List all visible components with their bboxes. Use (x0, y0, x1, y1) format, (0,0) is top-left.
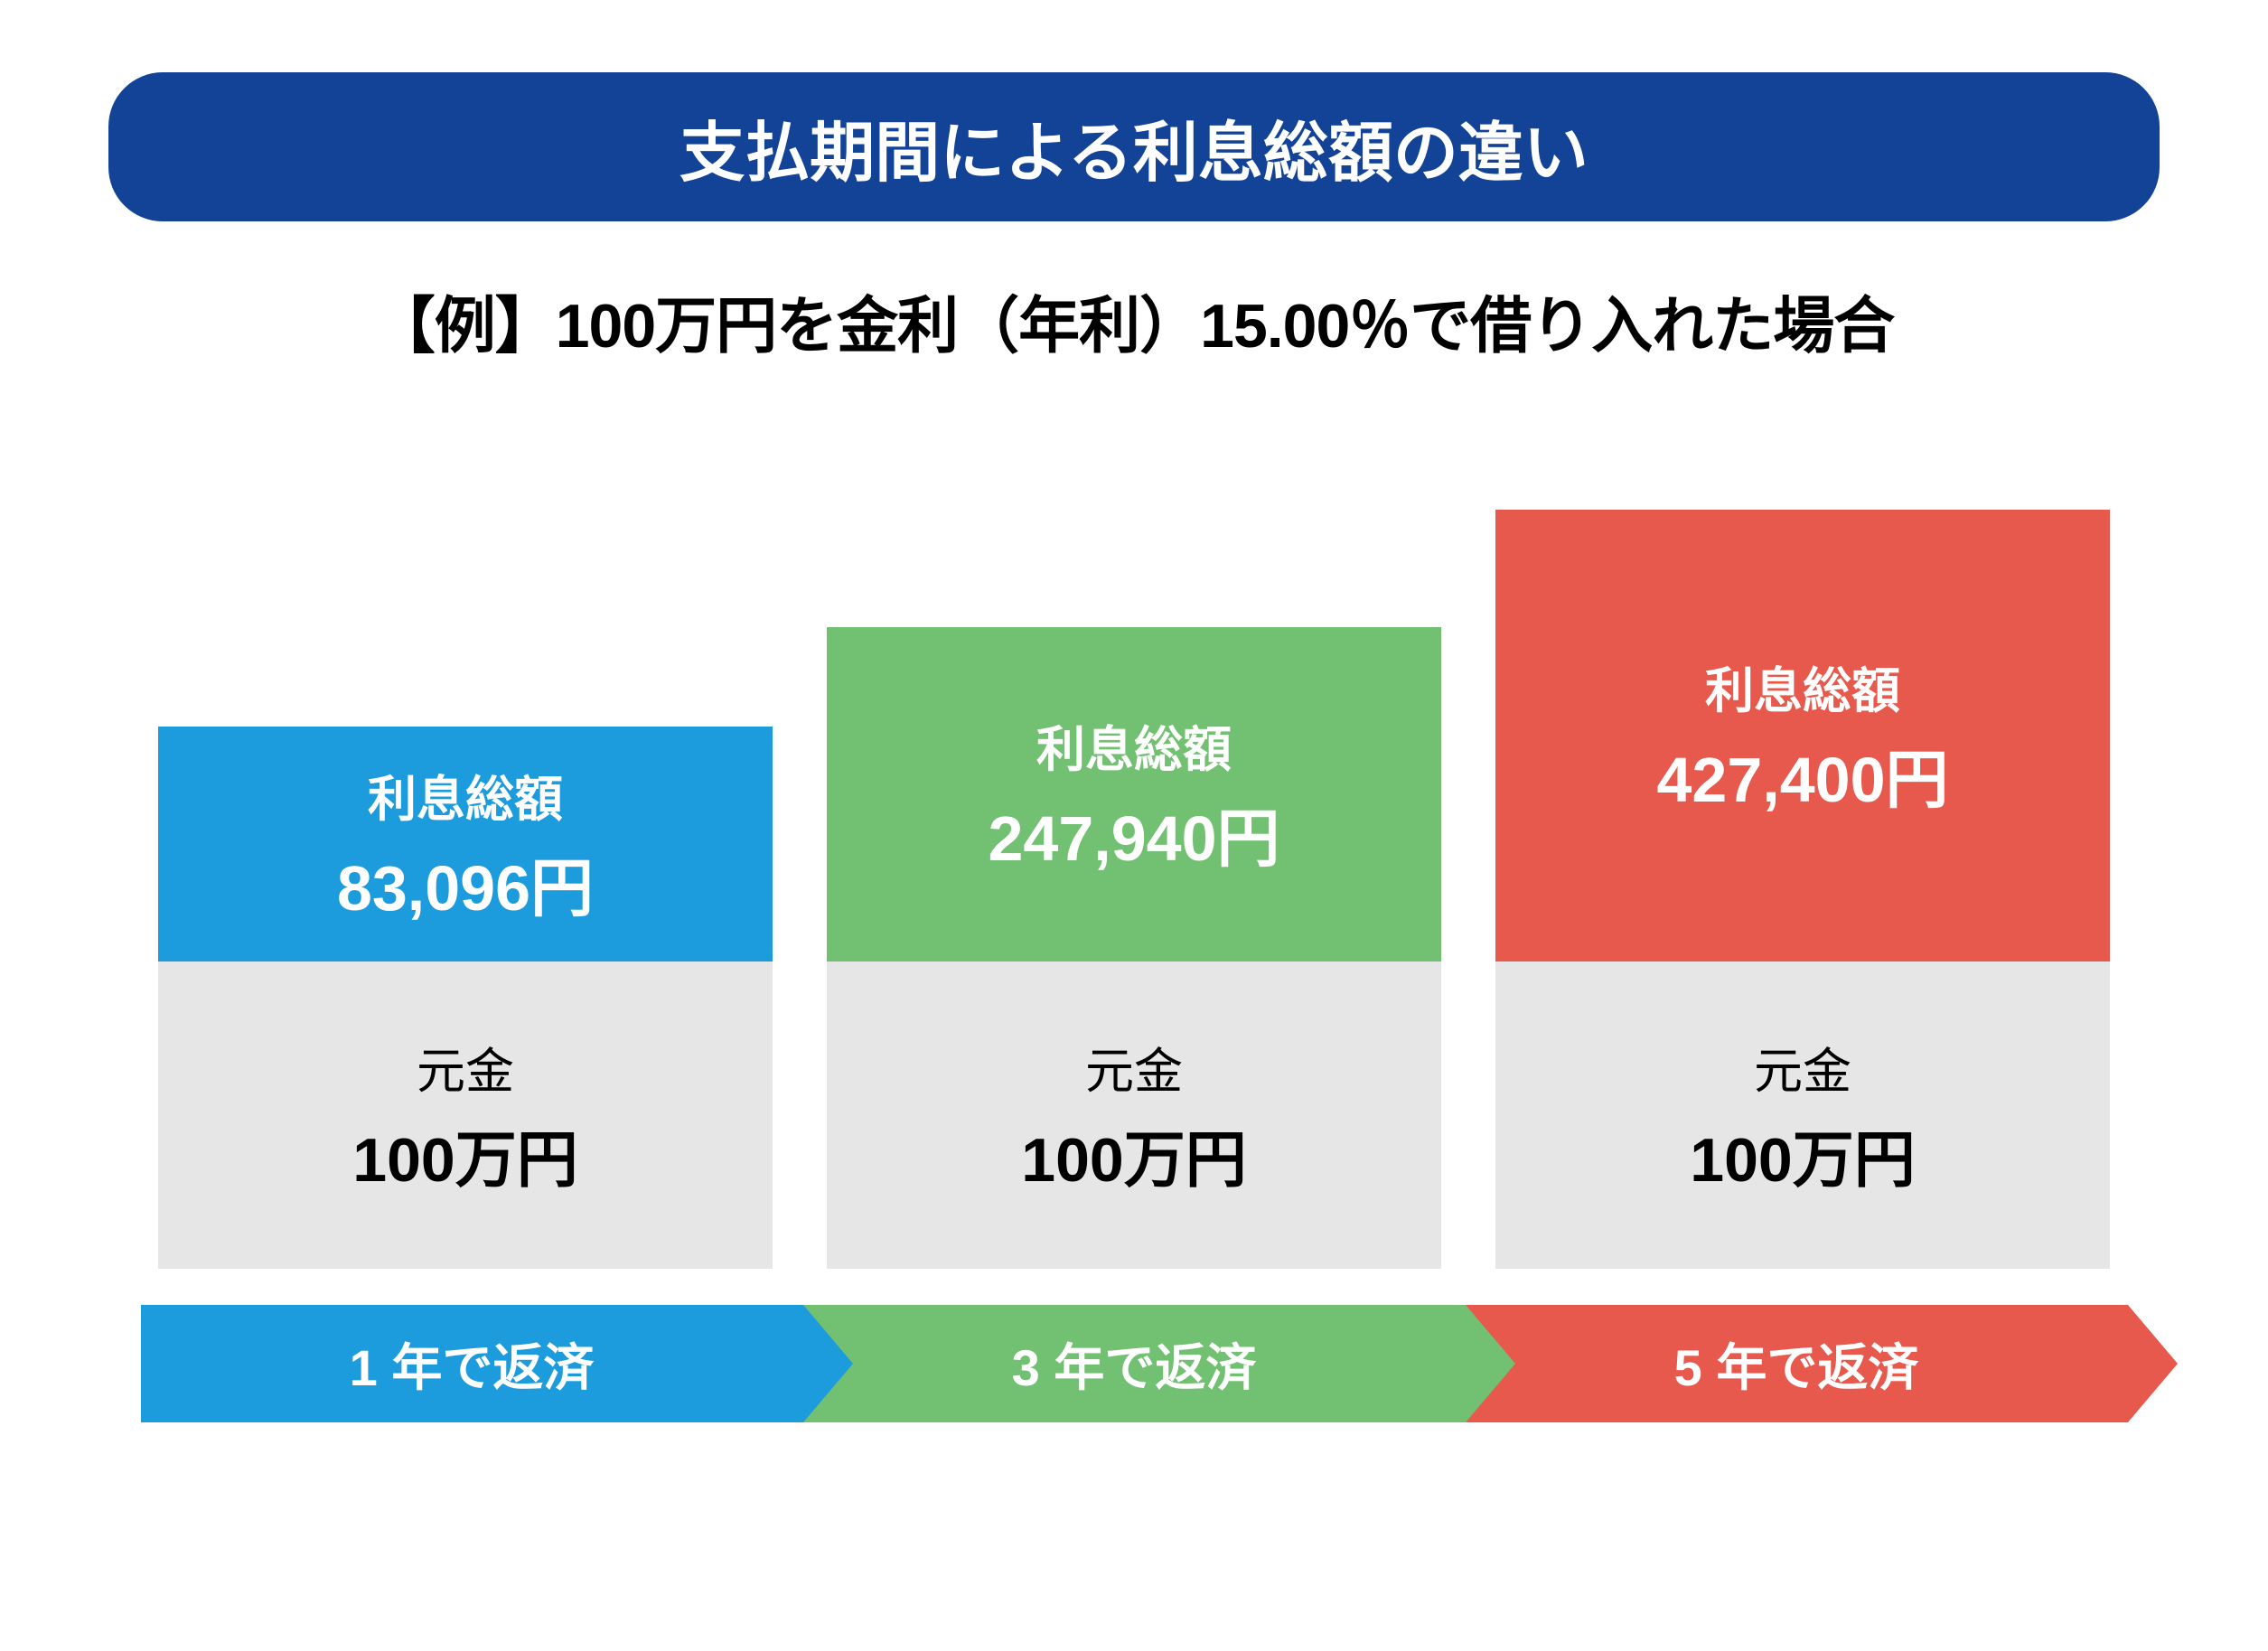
arrow-segment: 3 年で返済 (803, 1305, 1466, 1422)
arrow-head-icon (2128, 1305, 2178, 1422)
arrow-head-icon (803, 1305, 853, 1422)
principal-block: 元金 100万円 (1495, 962, 2110, 1269)
chart-area: 利息総額83,096円元金100万円利息総額247,940円元金100万円利息総… (108, 455, 2160, 1269)
arrow-label: 3 年で返済 (1012, 1327, 1257, 1401)
principal-amount: 100万円 (1690, 1110, 1915, 1199)
arrow-segment: 5 年で返済 (1466, 1305, 2128, 1422)
arrow-label: 1 年で返済 (350, 1327, 595, 1401)
principal-amount: 100万円 (352, 1110, 577, 1199)
interest-block: 利息総額427,400円 (1495, 510, 2110, 962)
principal-label: 元金 (1754, 1031, 1851, 1102)
interest-label: 利息総額 (1036, 709, 1232, 781)
principal-amount: 100万円 (1021, 1110, 1246, 1199)
principal-block: 元金 100万円 (158, 962, 773, 1269)
interest-amount: 427,400円 (1656, 729, 1948, 821)
title-bar: 支払期間による利息総額の違い (108, 72, 2160, 221)
subtitle-text: 【例】100万円を金利（年利）15.00％で借り入れた場合 (108, 276, 2160, 365)
interest-block: 利息総額247,940円 (827, 627, 1441, 962)
principal-label: 元金 (1085, 1031, 1183, 1102)
principal-block: 元金 100万円 (827, 962, 1441, 1269)
arrow-head-icon (1466, 1305, 1515, 1422)
interest-amount: 247,940円 (988, 788, 1279, 879)
arrow-label: 5 年で返済 (1674, 1327, 1919, 1401)
interest-amount: 83,096円 (337, 838, 594, 929)
title-text: 支払期間による利息総額の違い (108, 99, 2160, 194)
principal-label: 元金 (417, 1031, 514, 1102)
interest-block: 利息総額 83,096円 (158, 727, 773, 962)
bar-column: 利息総額427,400円元金 100万円 (1495, 510, 2110, 1269)
interest-label: 利息総額 (368, 759, 563, 830)
interest-label: 利息総額 (1705, 651, 1900, 722)
bar-column: 利息総額247,940円元金 100万円 (827, 627, 1441, 1269)
arrow-row: 1 年で返済 3 年で返済 5 年で返済 (108, 1305, 2160, 1422)
bar-column: 利息総額 83,096円元金 100万円 (158, 727, 773, 1269)
arrow-segment: 1 年で返済 (141, 1305, 803, 1422)
